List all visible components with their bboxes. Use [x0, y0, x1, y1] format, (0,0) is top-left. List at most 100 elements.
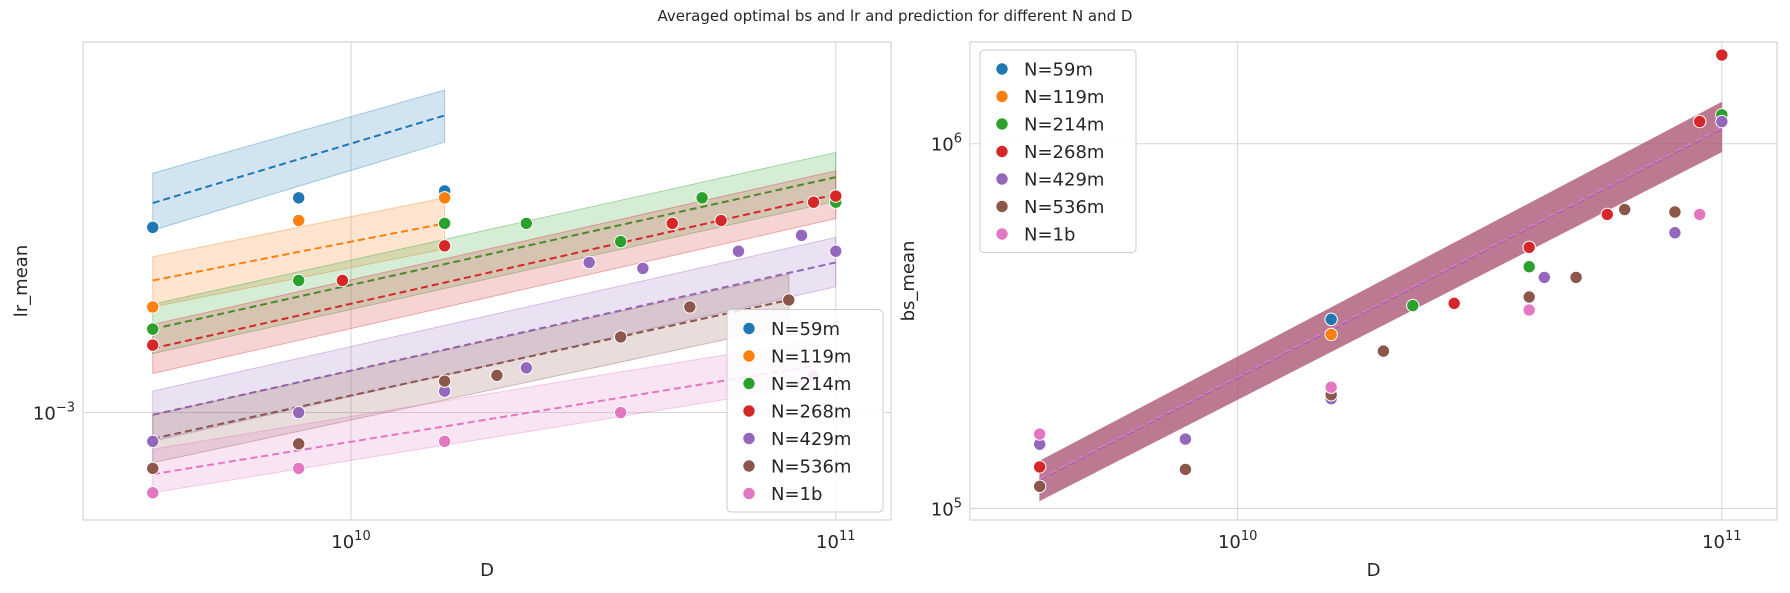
legend-label: N=429m — [1024, 170, 1104, 191]
data-point — [1522, 303, 1536, 317]
data-point — [437, 191, 452, 205]
legend-marker — [995, 144, 1009, 159]
data-point — [437, 374, 452, 388]
data-point — [1032, 479, 1047, 494]
legend-marker — [742, 486, 756, 501]
data-point — [1447, 296, 1461, 311]
data-point — [1324, 380, 1338, 394]
x-axis-label: D — [1367, 560, 1381, 581]
data-point — [1715, 114, 1729, 129]
overlay-fit-line — [1039, 127, 1723, 481]
data-point — [1600, 207, 1614, 222]
data-point — [437, 434, 452, 448]
data-point — [636, 261, 650, 275]
x-axis-label: D — [480, 560, 494, 581]
data-point — [782, 293, 796, 307]
data-point — [1692, 114, 1707, 129]
legend-label: N=1b — [771, 484, 822, 505]
series-n-429m-confidence-band — [152, 236, 837, 442]
series-n-429m-fit-line — [152, 261, 836, 416]
y-tick-label: 105 — [931, 497, 962, 521]
plot-content — [1032, 48, 1729, 502]
legend-marker — [995, 199, 1009, 214]
data-point — [1537, 270, 1552, 285]
legend-label: N=214m — [1024, 115, 1104, 136]
data-point — [714, 213, 728, 228]
data-point — [1668, 205, 1682, 219]
legend-box — [726, 309, 884, 513]
series-n-214m-fit-line — [152, 176, 836, 331]
x-tick-label: 1011 — [816, 529, 855, 553]
legend-label: N=1b — [1024, 225, 1075, 246]
legend-label: N=119m — [771, 347, 851, 368]
data-point — [437, 239, 452, 253]
data-point — [335, 273, 350, 288]
data-point — [1324, 312, 1338, 327]
data-point — [1324, 327, 1338, 342]
data-point — [437, 216, 452, 231]
legend-label: N=119m — [1024, 87, 1104, 108]
series-n-1b-fit-line — [152, 365, 814, 476]
data-point — [665, 216, 679, 231]
legend: N=59m N=119m N=214m N=268m N=429m N=536m N=1b — [726, 309, 884, 513]
data-point — [582, 255, 596, 270]
legend-label: N=214m — [771, 374, 851, 395]
legend-marker — [742, 376, 756, 391]
legend-marker — [995, 89, 1009, 104]
data-point — [146, 220, 160, 235]
data-point — [1406, 298, 1420, 313]
data-point — [1376, 344, 1391, 358]
data-point — [1569, 270, 1583, 285]
series-n-536m-fit-line — [152, 299, 789, 440]
data-point — [1522, 290, 1536, 304]
data-point — [146, 338, 160, 352]
data-point — [519, 361, 534, 375]
data-point — [1032, 460, 1047, 474]
legend-marker — [995, 62, 1009, 76]
legend-label: N=59m — [1024, 60, 1093, 81]
data-point — [291, 213, 306, 228]
data-point — [146, 322, 160, 336]
data-point — [291, 437, 306, 451]
series-n-59m-confidence-band — [152, 89, 446, 231]
legend-label: N=536m — [771, 457, 851, 478]
series-n-59m-fit-line — [152, 114, 445, 204]
data-point — [613, 234, 628, 249]
data-point — [1692, 207, 1707, 222]
data-point — [291, 405, 306, 420]
data-point — [683, 300, 697, 314]
legend: N=59m N=119m N=214m N=268m N=429m N=536m N=1b — [979, 49, 1137, 253]
y-tick-label: 106 — [931, 132, 962, 156]
series-n-119m-fit-line — [152, 222, 445, 282]
plot-content — [146, 89, 843, 500]
overlay-fit-line — [1039, 126, 1723, 480]
legend-marker — [995, 172, 1009, 186]
legend-marker — [742, 321, 756, 336]
x-tick-label: 1010 — [331, 529, 370, 553]
chart-panel-2: 1010 1011105106Dbs_meanN=59mN=119mN=214mN… — [898, 41, 1778, 581]
data-point — [806, 195, 821, 209]
data-point — [731, 244, 746, 258]
x-tick-label: 1010 — [1218, 529, 1257, 553]
data-point — [1032, 427, 1047, 441]
data-point — [146, 300, 160, 314]
legend-marker — [742, 431, 756, 446]
data-point — [519, 216, 534, 231]
data-point — [613, 405, 628, 420]
legend-marker — [742, 349, 756, 363]
data-point — [146, 486, 160, 500]
data-point — [490, 368, 504, 383]
legend-marker — [742, 404, 756, 418]
legend-marker — [995, 227, 1009, 241]
data-point — [695, 191, 709, 205]
data-point — [1668, 226, 1682, 240]
data-point — [829, 189, 843, 203]
x-tick-label: 1011 — [1702, 529, 1741, 553]
data-point — [794, 228, 809, 243]
legend-label: N=268m — [1024, 142, 1104, 163]
data-point — [829, 244, 843, 258]
data-point — [1617, 202, 1632, 217]
y-tick-label: 10−3 — [33, 401, 75, 425]
data-point — [146, 461, 160, 476]
